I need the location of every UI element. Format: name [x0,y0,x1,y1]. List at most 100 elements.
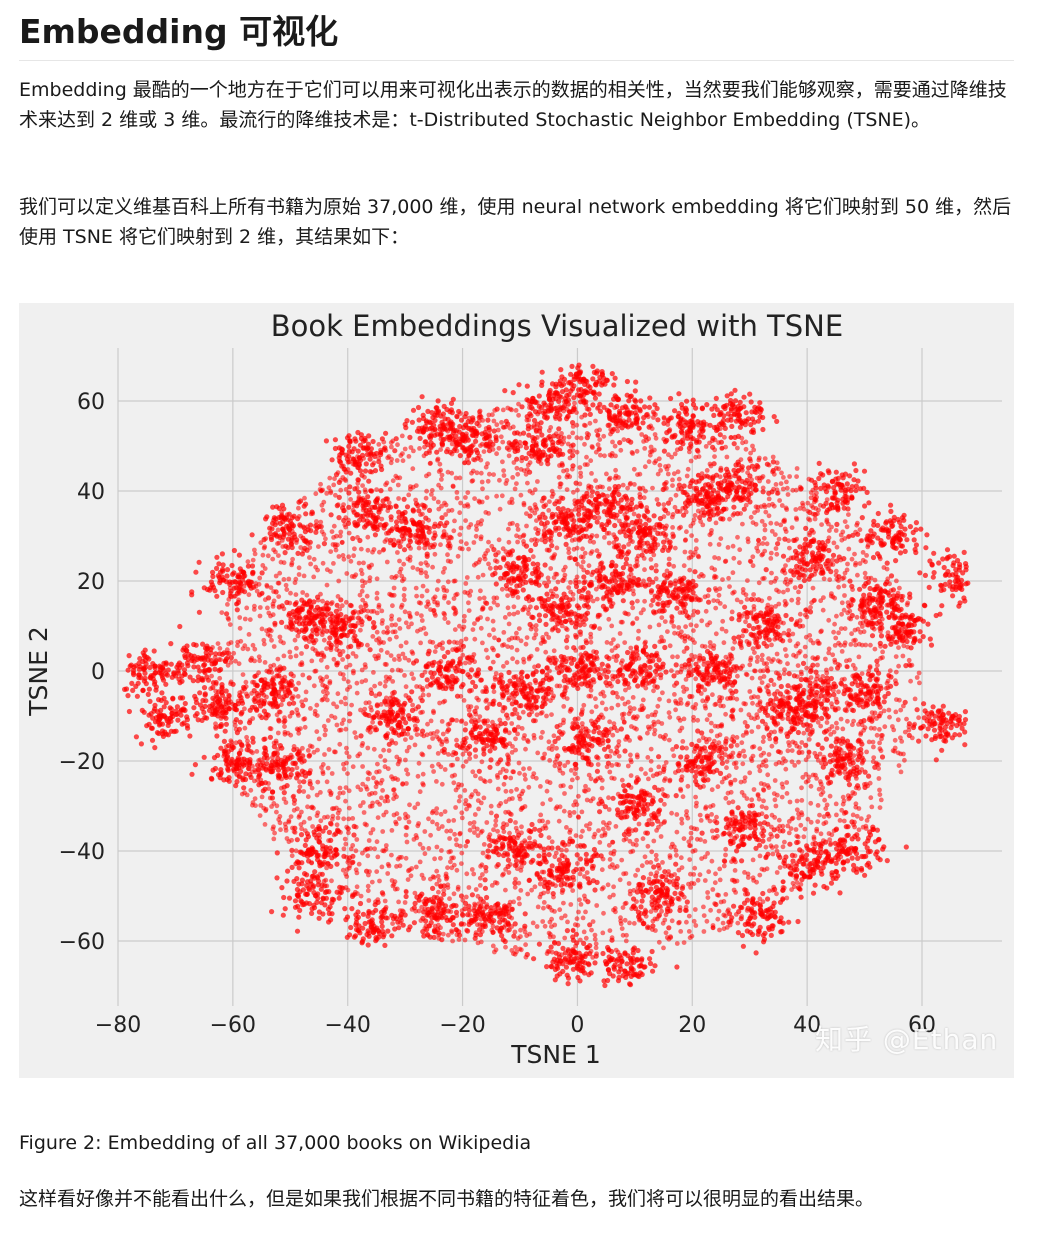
scatter-point [581,788,587,794]
scatter-point [766,752,772,757]
scatter-point [288,732,294,738]
scatter-point [507,796,512,802]
scatter-point [658,834,664,839]
scatter-point [516,626,522,631]
scatter-point [685,815,691,821]
scatter-point [480,850,486,856]
scatter-point [265,632,271,637]
scatter-point [628,752,633,758]
scatter-point [514,659,520,665]
scatter-point [270,601,276,607]
scatter-point [525,738,530,743]
scatter-point [748,559,754,565]
scatter-point [407,554,413,560]
scatter-point [513,408,519,413]
scatter-point [768,520,774,526]
scatter-point [380,848,386,854]
scatter-point [375,854,381,860]
scatter-point [610,839,615,845]
scatter-point [288,654,293,660]
scatter-point [298,545,304,550]
scatter-point [389,613,395,619]
scatter-point [386,454,392,459]
scatter-point [659,721,665,726]
scatter-point [687,567,693,573]
scatter-point [515,471,521,477]
scatter-point [486,539,491,545]
scatter-point [320,507,326,513]
scatter-point [458,719,464,724]
scatter-point [708,728,714,734]
scatter-point [353,572,359,578]
scatter-point [271,836,277,842]
scatter-point [787,638,793,643]
scatter-point [602,830,608,836]
scatter-point [688,871,693,877]
scatter-point [551,575,557,580]
scatter-point [547,499,552,504]
scatter-point [789,597,795,603]
scatter-point [297,813,302,818]
scatter-point [628,759,634,765]
scatter-point [394,458,400,463]
scatter-point [750,857,756,863]
scatter-point [453,750,459,756]
scatter-point [548,932,553,937]
scatter-point [583,909,588,915]
scatter-point [751,447,757,453]
scatter-point [860,550,866,555]
scatter-point [597,437,603,442]
scatter-point [800,500,805,506]
scatter-point [372,683,377,689]
scatter-point [596,828,601,833]
scatter-point [857,527,863,533]
scatter-point [607,769,613,775]
scatter-point [389,622,395,628]
scatter-point [533,526,539,531]
scatter-point [526,784,532,790]
scatter-point [676,476,682,482]
scatter-point [296,565,302,571]
scatter-point [397,558,402,564]
scatter-point [789,748,795,753]
scatter-point [248,787,254,793]
scatter-point [551,648,557,654]
scatter-point [513,945,518,950]
scatter-point [456,937,462,942]
scatter-point [383,482,388,488]
scatter-point [367,575,373,581]
scatter-point [399,433,405,439]
scatter-point [424,732,430,738]
scatter-point [582,462,588,467]
scatter-point [381,747,386,753]
scatter-point [621,437,627,442]
scatter-point [626,881,632,886]
scatter-point [691,918,697,924]
scatter-point [501,781,507,787]
scatter-point [337,741,343,747]
scatter-point [465,839,470,845]
scatter-point [570,888,576,893]
scatter-point [269,637,274,643]
scatter-point [257,605,263,610]
scatter-point [643,488,648,494]
scatter-point [588,776,594,782]
scatter-point [705,890,710,895]
scatter-point [716,542,722,547]
scatter-point [480,640,485,646]
scatter-point [302,724,308,730]
scatter-point [491,418,497,424]
scatter-point [885,678,891,684]
scatter-point [769,743,775,749]
scatter-point [479,607,485,612]
scatter-point [625,485,630,491]
scatter-point [504,768,509,774]
scatter-point [532,487,538,493]
scatter-point [880,649,885,655]
scatter-point [440,739,445,745]
scatter-point [367,792,372,797]
scatter-point [455,884,461,890]
scatter-point [548,566,554,571]
scatter-point [239,791,245,797]
scatter-point [481,553,487,559]
